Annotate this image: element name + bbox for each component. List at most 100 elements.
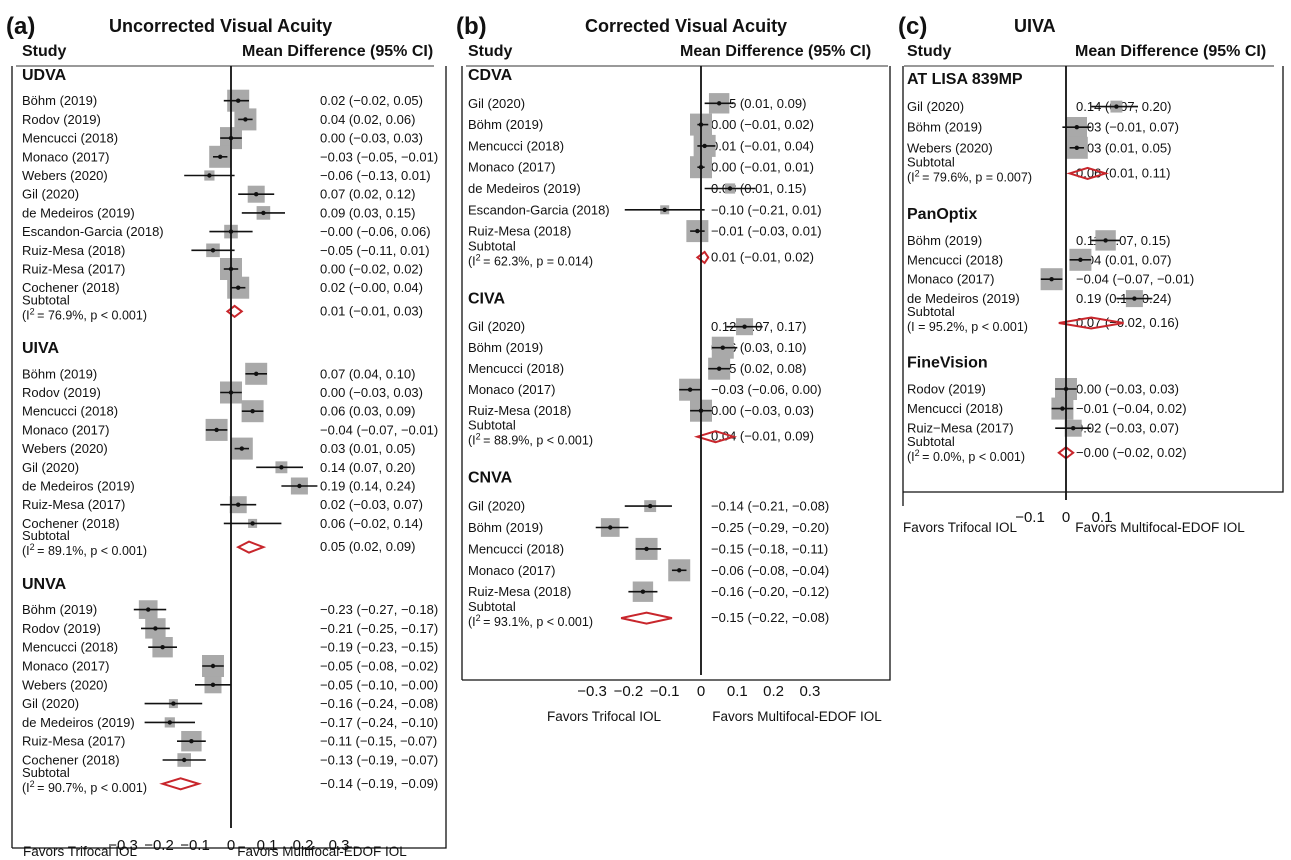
x-tick-label: 0.3 (329, 837, 350, 854)
study-effect-ci: 0.04 (0.02, 0.06) (320, 112, 415, 127)
i2-value: 89.1% (48, 544, 83, 558)
study-point (210, 663, 216, 669)
subtotal-diamond (1057, 446, 1075, 460)
study-label: Webers (2020) (22, 168, 108, 183)
study-label: Böhm (2019) (468, 340, 543, 355)
i2-value: 0.0% (933, 450, 962, 464)
study-label: Gil (2020) (468, 499, 525, 514)
subtotal-diamond (225, 304, 244, 319)
plot-frame-right-bottom (12, 66, 447, 849)
study-effect-ci: 0.03 (−0.01, 0.07) (1076, 120, 1179, 135)
study-label: Ruiz-Mesa (2018) (468, 403, 571, 418)
study-label: de Medeiros (2019) (468, 181, 581, 196)
study-point (218, 154, 223, 159)
heterogeneity-stat: (I2 = 79.6%, p = 0.007) (907, 168, 1032, 184)
subtotal-label: Subtotal (22, 765, 70, 780)
study-label: Webers (2020) (907, 140, 993, 155)
study-column-header: Study (468, 43, 513, 60)
forest-panel-a: (a) Uncorrected Visual Acuity Study Mean Di… (6, 13, 447, 859)
study-point (189, 739, 194, 744)
study-label: Gil (2020) (22, 187, 79, 202)
i2-value: 76.9% (48, 308, 83, 322)
subtotal-label: Subtotal (468, 418, 516, 433)
study-label: Ruiz−Mesa (2017) (907, 421, 1014, 436)
study-label: Mencucci (2018) (468, 361, 564, 376)
study-label: Rodov (2019) (907, 382, 986, 397)
study-point (250, 409, 255, 414)
study-point (1078, 257, 1083, 262)
subtotal-diamond (159, 777, 203, 791)
subtotal-effect-ci: 0.01 (−0.01, 0.02) (711, 249, 814, 264)
study-effect-ci: −0.05 (−0.11, 0.01) (320, 243, 430, 258)
study-effect-ci: −0.15 (−0.18, −0.11) (711, 541, 828, 556)
study-label: Ruiz-Mesa (2017) (22, 262, 125, 277)
study-label: de Medeiros (2019) (22, 479, 135, 494)
study-label: Böhm (2019) (907, 120, 982, 135)
study-label: Cochener (2018) (22, 516, 120, 531)
study-effect-ci: −0.06 (−0.13, 0.01) (320, 168, 431, 183)
plot-frame-right-bottom (903, 66, 1284, 493)
x-tick-label: −0.3 (577, 683, 607, 700)
panel-label: (b) (456, 13, 487, 40)
subtotal-diamond (693, 430, 738, 444)
study-effect-ci: 0.04 (0.01, 0.07) (1076, 252, 1171, 267)
study-label: Escandon-Garcia (2018) (468, 202, 610, 217)
favors-left-label: Favors Trifocal IOL (547, 709, 662, 724)
study-point (182, 757, 187, 763)
study-point (1074, 125, 1080, 130)
study-effect-ci: 0.05 (0.01, 0.09) (711, 96, 806, 111)
subtotal-label: Subtotal (22, 292, 70, 307)
subtotal-diamond (1058, 316, 1124, 330)
study-label: Mencucci (2018) (907, 252, 1003, 267)
heterogeneity-stat: (I2 = 62.3%, p = 0.014) (468, 252, 593, 268)
study-label: Ruiz-Mesa (2018) (468, 584, 571, 599)
subtotal-effect-ci: 0.05 (0.02, 0.09) (320, 539, 415, 554)
study-label: Böhm (2019) (468, 520, 543, 535)
subtotal-label: Subtotal (907, 434, 955, 449)
study-label: Gil (2020) (468, 96, 525, 111)
subtotal-diamond (620, 611, 673, 625)
favors-right-label: Favors Multifocal-EDOF IOL (237, 844, 407, 859)
favors-right-label: Favors Multifocal-EDOF IOL (712, 709, 882, 724)
study-point (243, 117, 248, 122)
study-label: Cochener (2018) (22, 280, 120, 295)
study-label: Ruiz-Mesa (2018) (22, 243, 125, 258)
subtotal-label: Subtotal (907, 154, 955, 169)
study-label: Cochener (2018) (22, 753, 120, 768)
subtotal-label: Subtotal (907, 304, 955, 319)
study-point (662, 207, 667, 212)
study-label: Mencucci (2018) (468, 138, 564, 153)
study-effect-ci: 0.14 (0.07, 0.20) (320, 460, 415, 475)
x-tick-label: −0.1 (180, 837, 210, 854)
study-effect-ci: −0.01 (−0.03, 0.01) (711, 224, 822, 239)
study-effect-ci: 0.07 (0.04, 0.10) (320, 366, 415, 381)
study-label: Monaco (2017) (22, 659, 109, 674)
heterogeneity-stat: (I2 = 76.9%, p < 0.001) (22, 306, 147, 322)
effect-column-header: Mean Difference (95% CI) (680, 43, 871, 60)
favors-left-label: Favors Trifocal IOL (23, 844, 138, 859)
study-label: Monaco (2017) (468, 382, 555, 397)
study-effect-ci: −0.05 (−0.10, −0.00) (320, 677, 438, 692)
x-tick-label: −0.2 (144, 837, 174, 854)
x-tick-label: −0.3 (108, 837, 138, 854)
study-label: Mencucci (2018) (22, 640, 118, 655)
subtotal-diamond (695, 250, 710, 265)
panel-title: UIVA (1014, 16, 1056, 36)
study-point (1049, 277, 1054, 282)
p-value: p = 0.007 (975, 170, 1028, 184)
study-point (207, 173, 212, 178)
study-point (644, 546, 649, 552)
study-label: Böhm (2019) (907, 233, 982, 248)
study-point (695, 228, 700, 234)
study-point (742, 324, 747, 329)
study-point (239, 446, 244, 451)
subtotal-diamond (235, 540, 267, 554)
effect-column-header: Mean Difference (95% CI) (242, 43, 433, 60)
panel-title: Corrected Visual Acuity (585, 16, 787, 36)
p-value: p < 0.001 (536, 615, 589, 629)
subtotal-effect-ci: 0.04 (−0.01, 0.09) (711, 429, 814, 444)
study-point (640, 589, 646, 594)
study-point (1060, 406, 1065, 411)
x-tick-label: 0 (697, 683, 705, 700)
